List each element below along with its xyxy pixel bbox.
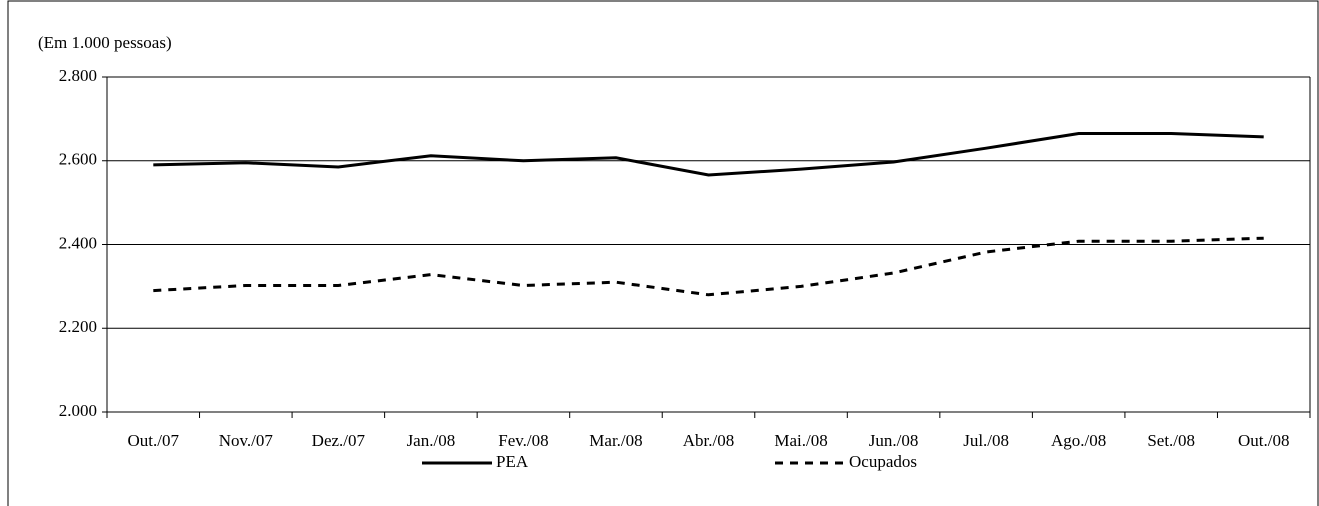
x-tick-label: Jun./08: [869, 431, 919, 450]
x-tick-label: Set./08: [1147, 431, 1195, 450]
y-tick-label: 2.600: [59, 150, 97, 169]
chart-border: [7, 0, 1319, 506]
series-line: [153, 132, 1264, 177]
legend-label: Ocupados: [849, 452, 917, 471]
x-tick-label: Ago./08: [1051, 431, 1106, 450]
x-tick-label: Jan./08: [407, 431, 456, 450]
x-tick-label: Jul./08: [963, 431, 1009, 450]
x-tick-label: Out./08: [1238, 431, 1289, 450]
x-tick-label: Dez./07: [312, 431, 366, 450]
legend-label: PEA: [496, 452, 529, 471]
series-line: [153, 236, 1264, 297]
x-tick-label: Fev./08: [498, 431, 548, 450]
y-tick-label: 2.200: [59, 317, 97, 336]
x-tick-label: Mai./08: [774, 431, 827, 450]
y-tick-label: 2.000: [59, 401, 97, 420]
x-tick-label: Out./07: [128, 431, 180, 450]
x-tick-label: Nov./07: [219, 431, 274, 450]
y-tick-label: 2.800: [59, 66, 97, 85]
y-tick-label: 2.400: [59, 233, 97, 252]
unit-label: (Em 1.000 pessoas): [38, 33, 172, 52]
x-tick-label: Mar./08: [589, 431, 642, 450]
x-tick-label: Abr./08: [683, 431, 734, 450]
